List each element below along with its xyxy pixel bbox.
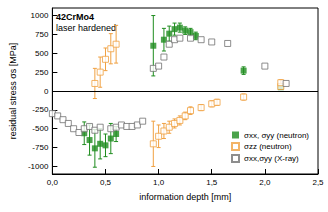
svg-text:1000: 1000 [31,11,49,20]
svg-text:42CrMo4: 42CrMo4 [56,12,94,22]
svg-text:σxx, σyy (neutron): σxx, σyy (neutron) [244,131,309,140]
svg-text:1,5: 1,5 [206,178,218,187]
svg-text:σxx,σyy (X-ray): σxx,σyy (X-ray) [244,154,299,163]
svg-text:2,5: 2,5 [312,178,324,187]
svg-text:500: 500 [35,49,49,58]
svg-text:0: 0 [44,87,49,96]
svg-text:0,5: 0,5 [100,178,112,187]
svg-text:information depth [mm]: information depth [mm] [139,192,231,202]
svg-text:1,0: 1,0 [153,178,165,187]
svg-text:0,0: 0,0 [47,178,59,187]
svg-text:residual stress σs [MPa]: residual stress σs [MPa] [8,43,18,140]
svg-text:-750: -750 [32,143,49,152]
svg-text:2,0: 2,0 [259,178,271,187]
svg-text:laser hardened: laser hardened [56,23,116,33]
svg-text:σzz (neutron): σzz (neutron) [244,142,292,151]
svg-text:750: 750 [35,30,49,39]
svg-text:-250: -250 [32,105,49,114]
svg-text:-500: -500 [32,124,49,133]
svg-text:250: 250 [35,68,49,77]
svg-text:-1000: -1000 [28,162,49,171]
